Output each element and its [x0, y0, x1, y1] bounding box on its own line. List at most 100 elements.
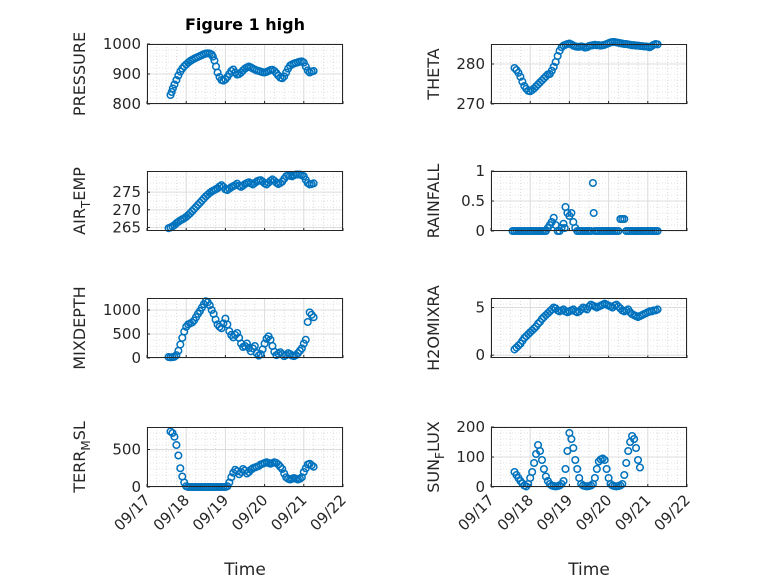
x-tick-label: 09/17 — [455, 491, 498, 534]
data-point — [561, 464, 570, 474]
data-point — [301, 62, 310, 71]
series-pressure — [166, 49, 318, 100]
data-point — [620, 214, 629, 224]
data-point — [590, 473, 599, 483]
data-point — [166, 427, 175, 436]
data-point — [514, 68, 523, 77]
data-point — [299, 339, 308, 348]
x-tick-label: 09/20 — [572, 491, 615, 534]
data-point — [309, 179, 318, 188]
subplot-h2omixra: 0 5 H2OMIXRA — [424, 285, 688, 371]
data-point — [172, 440, 181, 450]
y-axis-label: THETA — [424, 48, 443, 100]
data-point — [549, 213, 558, 222]
data-point — [180, 327, 189, 336]
y-tick-label: 0 — [131, 478, 141, 496]
y-tick-label: 265 — [112, 218, 141, 236]
data-point — [567, 208, 576, 218]
data-point — [307, 461, 316, 470]
data-point — [176, 464, 185, 473]
x-tick-label: 09/22 — [651, 491, 694, 534]
data-point — [172, 75, 181, 85]
y-axis-label: MIXDEPTH — [70, 286, 89, 369]
data-point — [622, 458, 631, 468]
data-point — [225, 327, 234, 336]
series-mixdepth — [164, 297, 318, 362]
data-point — [631, 443, 641, 453]
data-point — [309, 313, 318, 322]
subplot-rainfall: 0 0.5 1 RAINFALL — [424, 162, 688, 240]
data-point — [569, 443, 578, 453]
data-point — [174, 71, 183, 80]
data-point — [211, 315, 220, 324]
x-tick-label: 09/22 — [307, 491, 350, 534]
data-point — [528, 467, 537, 477]
x-axis-label: Time — [567, 560, 610, 580]
y-tick-label: 270 — [112, 201, 141, 219]
x-tick-label: 09/18 — [150, 491, 193, 534]
y-tick-label: 100 — [456, 448, 485, 466]
y-axis-label: SUNFLUX — [424, 421, 447, 493]
data-point — [260, 339, 269, 348]
data-point — [541, 472, 550, 481]
data-point — [276, 462, 285, 471]
subplot-mixdepth: 0 500 1000 MIXDEPTH — [70, 286, 344, 370]
data-point — [188, 318, 197, 327]
data-point — [533, 319, 543, 328]
data-point — [635, 463, 645, 472]
y-tick-label: 0 — [475, 346, 485, 364]
data-point — [217, 324, 226, 333]
data-point — [514, 341, 523, 350]
data-point — [633, 455, 643, 465]
y-tick-label: 0.5 — [461, 192, 485, 210]
data-point — [205, 301, 214, 310]
axes-frame — [147, 427, 343, 487]
y-tick-label: 500 — [112, 441, 141, 459]
data-point — [301, 335, 310, 344]
data-point — [586, 481, 596, 490]
data-point — [530, 324, 539, 333]
data-point — [282, 68, 291, 77]
data-point — [555, 481, 564, 490]
data-point — [250, 341, 259, 351]
y-tick-label: 5 — [475, 299, 485, 317]
data-point — [170, 352, 179, 361]
data-point — [167, 87, 176, 97]
x-tick-label: 09/19 — [189, 491, 232, 534]
y-tick-label: 0 — [475, 478, 485, 496]
series-sun_flux — [510, 428, 645, 491]
data-point — [278, 74, 287, 83]
data-point — [516, 72, 525, 81]
y-axis-label: TERRMSL — [70, 421, 93, 494]
data-point — [539, 464, 548, 474]
data-point — [588, 178, 597, 188]
data-point — [630, 434, 639, 444]
axes-frame — [147, 171, 343, 231]
data-point — [559, 476, 568, 486]
data-point — [174, 451, 183, 460]
data-point — [254, 351, 263, 360]
data-point — [309, 462, 318, 471]
data-point — [219, 319, 228, 328]
y-tick-label: 800 — [112, 95, 141, 113]
y-axis-label: H2OMIXRA — [424, 285, 443, 371]
data-point — [172, 351, 181, 360]
subplot-theta: 270 280 THETA — [424, 37, 688, 113]
figure-title: Figure 1 high — [185, 15, 305, 34]
data-point — [291, 351, 301, 360]
data-point — [274, 460, 283, 469]
data-point — [309, 66, 318, 76]
y-tick-label: 0 — [131, 349, 141, 367]
x-axis-label: Time — [223, 560, 266, 580]
data-point — [170, 432, 179, 441]
y-tick-label: 0 — [475, 222, 485, 240]
data-point — [270, 66, 279, 76]
data-point — [567, 434, 576, 444]
y-tick-label: 200 — [456, 418, 485, 436]
data-point — [653, 305, 662, 314]
data-point — [227, 473, 236, 482]
series-h2omixra — [510, 299, 662, 354]
